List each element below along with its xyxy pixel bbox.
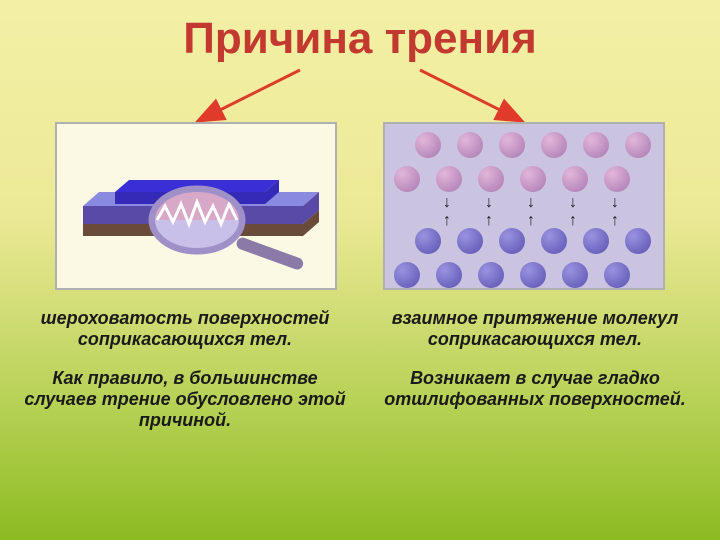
molecule — [541, 228, 567, 254]
molecule — [604, 166, 630, 192]
molecule — [499, 132, 525, 158]
arrow-up-icon: ↑ — [443, 212, 451, 230]
molecule — [520, 166, 546, 192]
roughness-illustration — [57, 124, 335, 288]
molecule — [583, 132, 609, 158]
right-subtext: Возникает в случае гладко отшлифованных … — [370, 368, 700, 431]
right-panel: ↓↑↓↑↓↑↓↑↓↑ — [383, 122, 665, 290]
left-subtext: Как правило, в большинстве случаев трени… — [20, 368, 350, 431]
molecule — [604, 262, 630, 288]
arrow-up-icon: ↑ — [527, 212, 535, 230]
arrow-up-icon: ↑ — [611, 212, 619, 230]
molecule — [625, 228, 651, 254]
molecule — [562, 262, 588, 288]
arrow-up-icon: ↑ — [485, 212, 493, 230]
molecule — [394, 262, 420, 288]
right-caption: взаимное притяжение молекул соприкасающи… — [370, 308, 700, 350]
molecule — [415, 228, 441, 254]
molecule — [499, 228, 525, 254]
left-caption: шероховатость поверхностей соприкасающих… — [20, 308, 350, 350]
molecule — [457, 228, 483, 254]
arrow-up-icon: ↑ — [569, 212, 577, 230]
molecule — [583, 228, 609, 254]
arrow-down-icon: ↓ — [443, 194, 451, 212]
molecule — [394, 166, 420, 192]
molecule — [478, 262, 504, 288]
molecule — [478, 166, 504, 192]
arrow-down-icon: ↓ — [527, 194, 535, 212]
molecule-illustration: ↓↑↓↑↓↑↓↑↓↑ — [385, 124, 663, 288]
molecule — [436, 262, 462, 288]
arrows-svg — [0, 64, 720, 124]
molecule — [562, 166, 588, 192]
molecule — [457, 132, 483, 158]
molecule — [415, 132, 441, 158]
molecule — [520, 262, 546, 288]
arrow-down-icon: ↓ — [611, 194, 619, 212]
arrow-down-icon: ↓ — [569, 194, 577, 212]
molecule — [625, 132, 651, 158]
left-panel — [55, 122, 337, 290]
molecule — [436, 166, 462, 192]
molecule — [541, 132, 567, 158]
page-title: Причина трения — [0, 0, 720, 64]
arrows-region — [0, 64, 720, 122]
arrow-down-icon: ↓ — [485, 194, 493, 212]
